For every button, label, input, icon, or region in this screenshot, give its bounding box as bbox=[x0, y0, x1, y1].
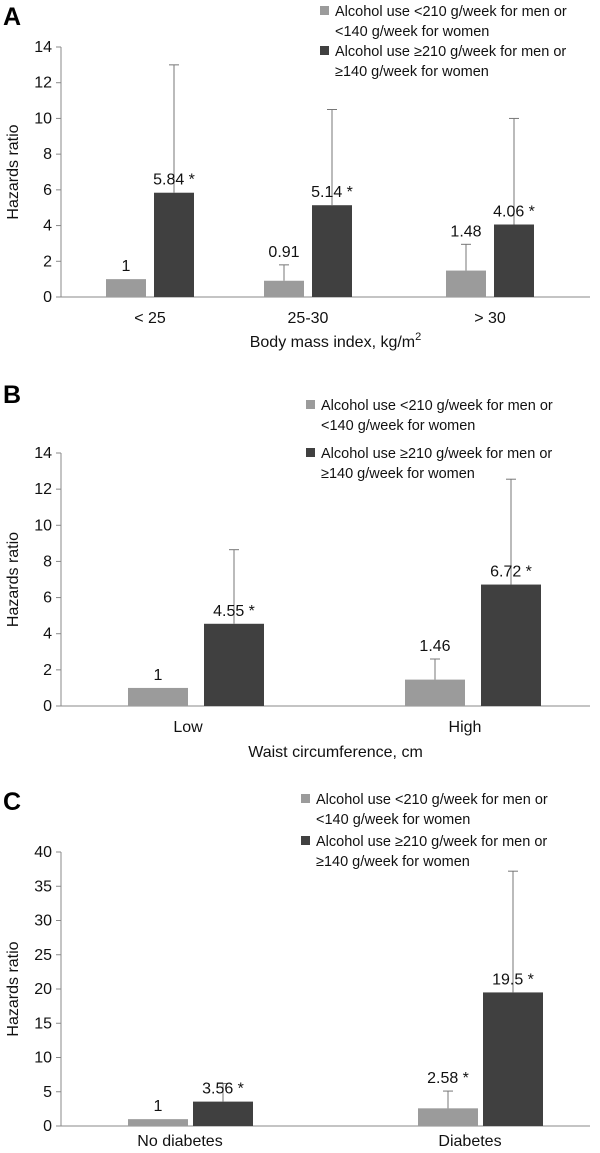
data-label: 1 bbox=[154, 1098, 163, 1115]
legend-label-1: Alcohol use <210 g/week for men or bbox=[316, 792, 548, 808]
x-category-label: 25-30 bbox=[288, 310, 329, 327]
data-label: 0.91 bbox=[268, 244, 299, 261]
y-tick-label: 15 bbox=[34, 1015, 52, 1032]
y-tick-label: 14 bbox=[34, 445, 52, 462]
y-tick-label: 10 bbox=[34, 1050, 52, 1067]
y-tick-label: 0 bbox=[43, 1118, 52, 1135]
bar-C-s1-2 bbox=[418, 1108, 478, 1126]
legend-label-2: ≥140 g/week for women bbox=[316, 854, 470, 870]
y-tick-label: 14 bbox=[34, 39, 52, 56]
y-tick-label: 2 bbox=[43, 662, 52, 679]
panel-label-B: B bbox=[3, 381, 21, 409]
y-tick-label: 30 bbox=[34, 913, 52, 930]
x-category-label: > 30 bbox=[474, 310, 506, 327]
legend-label-2: Alcohol use ≥210 g/week for men or bbox=[335, 44, 566, 60]
data-label: 1 bbox=[122, 258, 131, 275]
data-label: 2.58 * bbox=[427, 1070, 469, 1087]
legend-swatch-1 bbox=[301, 794, 310, 803]
data-label: 5.14 * bbox=[311, 184, 353, 201]
bar-B-s2-1 bbox=[204, 623, 264, 706]
y-tick-label: 40 bbox=[34, 844, 52, 861]
panel-label-C: C bbox=[3, 788, 21, 816]
bar-A-s2-3 bbox=[494, 224, 534, 297]
y-tick-label: 4 bbox=[43, 626, 52, 643]
legend-swatch-2 bbox=[301, 836, 310, 845]
bar-B-s2-2 bbox=[481, 584, 541, 706]
legend-swatch-2 bbox=[320, 46, 329, 55]
bar-A-s1-1 bbox=[106, 279, 146, 297]
x-category-label: < 25 bbox=[134, 310, 166, 327]
y-tick-label: 12 bbox=[34, 75, 52, 92]
data-label: 4.06 * bbox=[493, 204, 535, 221]
y-tick-label: 25 bbox=[34, 947, 52, 964]
data-label: 1 bbox=[154, 667, 163, 684]
data-label: 19.5 * bbox=[492, 971, 534, 988]
legend-label-2: ≥140 g/week for women bbox=[335, 64, 489, 80]
bar-B-s1-1 bbox=[128, 687, 188, 706]
legend-label-1: Alcohol use <210 g/week for men or bbox=[335, 4, 567, 20]
legend-label-1: <140 g/week for women bbox=[321, 418, 475, 434]
legend-swatch-2 bbox=[306, 448, 315, 457]
bar-A-s1-3 bbox=[446, 270, 486, 297]
data-label: 6.72 * bbox=[490, 564, 532, 581]
legend-swatch-1 bbox=[306, 400, 315, 409]
y-tick-label: 35 bbox=[34, 878, 52, 895]
y-tick-label: 0 bbox=[43, 289, 52, 306]
y-axis-title: Hazards ratio bbox=[5, 124, 22, 219]
data-label: 3.56 * bbox=[202, 1081, 244, 1098]
legend-label-1: <140 g/week for women bbox=[316, 812, 470, 828]
x-category-label: Low bbox=[173, 719, 203, 736]
y-tick-label: 10 bbox=[34, 517, 52, 534]
x-axis-title: Waist circumference, cm bbox=[248, 744, 423, 761]
x-axis-title-text: Waist circumference, cm bbox=[248, 744, 423, 761]
y-tick-label: 6 bbox=[43, 590, 52, 607]
y-tick-label: 6 bbox=[43, 182, 52, 199]
y-tick-label: 0 bbox=[43, 698, 52, 715]
data-label: 1.46 bbox=[419, 638, 450, 655]
data-label: 4.55 * bbox=[213, 603, 255, 620]
x-category-label: Diabetes bbox=[438, 1133, 501, 1150]
bar-C-s2-1 bbox=[193, 1101, 253, 1126]
legend-swatch-1 bbox=[320, 6, 329, 15]
y-tick-label: 12 bbox=[34, 481, 52, 498]
bar-C-s1-1 bbox=[128, 1119, 188, 1126]
y-axis-title: Hazards ratio bbox=[5, 532, 22, 627]
x-axis-title-superscript: 2 bbox=[415, 331, 421, 343]
data-label: 1.48 bbox=[450, 223, 481, 240]
legend-label-2: ≥140 g/week for women bbox=[321, 466, 475, 482]
bar-A-s2-1 bbox=[154, 192, 194, 297]
y-axis-title: Hazards ratio bbox=[5, 941, 22, 1036]
legend-label-2: Alcohol use ≥210 g/week for men or bbox=[316, 834, 547, 850]
x-axis-title-text: Body mass index, kg/m bbox=[250, 334, 415, 351]
y-tick-label: 4 bbox=[43, 218, 52, 235]
y-tick-label: 20 bbox=[34, 981, 52, 998]
legend-label-1: <140 g/week for women bbox=[335, 24, 489, 40]
legend-label-2: Alcohol use ≥210 g/week for men or bbox=[321, 446, 552, 462]
data-label: 5.84 * bbox=[153, 172, 195, 189]
y-tick-label: 8 bbox=[43, 146, 52, 163]
y-tick-label: 8 bbox=[43, 553, 52, 570]
panel-label-A: A bbox=[3, 3, 21, 31]
x-axis-title: Body mass index, kg/m2 bbox=[250, 331, 422, 351]
x-category-label: High bbox=[449, 719, 482, 736]
bar-B-s1-2 bbox=[405, 679, 465, 706]
y-tick-label: 10 bbox=[34, 110, 52, 127]
x-category-label: No diabetes bbox=[137, 1133, 222, 1150]
y-tick-label: 2 bbox=[43, 253, 52, 270]
legend-label-1: Alcohol use <210 g/week for men or bbox=[321, 398, 553, 414]
y-tick-label: 5 bbox=[43, 1084, 52, 1101]
bar-A-s1-2 bbox=[264, 280, 304, 297]
bar-A-s2-2 bbox=[312, 205, 352, 297]
bar-C-s2-2 bbox=[483, 992, 543, 1126]
